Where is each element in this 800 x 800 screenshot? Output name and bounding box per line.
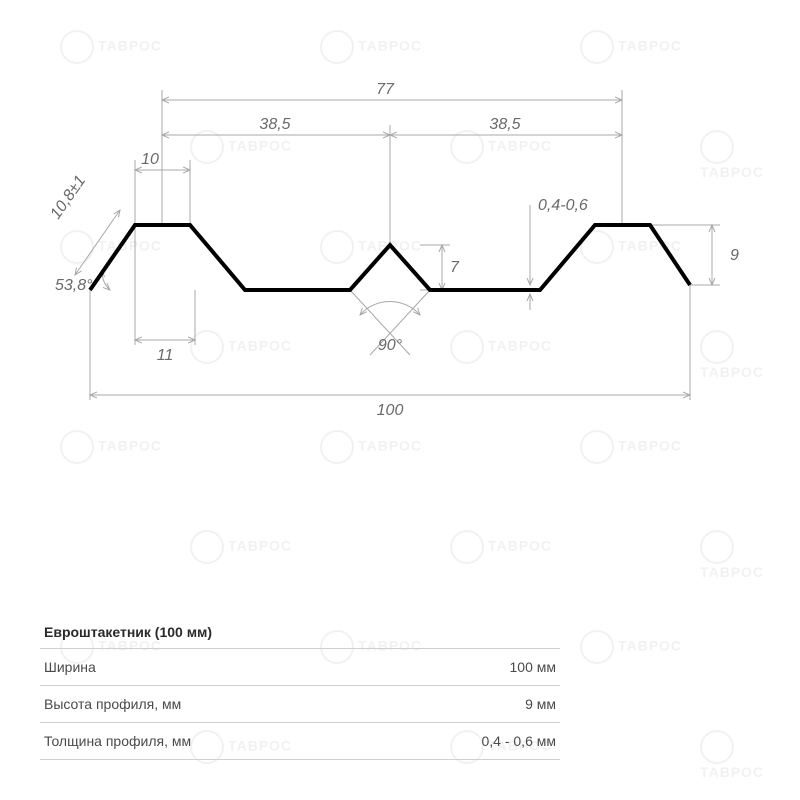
profile-diagram: 77 38,5 38,5 10 100 11 9 7 0,4-0,6 10,8±… [50, 50, 750, 450]
spec-row: Толщина профиля, мм 0,4 - 0,6 мм [40, 723, 560, 760]
dim-half-right: 38,5 [489, 116, 520, 133]
spec-value: 0,4 - 0,6 мм [481, 733, 556, 749]
spec-value: 100 мм [510, 659, 557, 675]
dim-thickness: 0,4-0,6 [538, 197, 588, 214]
spec-value: 9 мм [525, 696, 556, 712]
dim-edge-angle: 53,8° [55, 277, 93, 294]
spec-title: Евроштакетник (100 мм) [40, 616, 560, 649]
spec-row: Ширина 100 мм [40, 649, 560, 686]
watermark: ТАВРОС [580, 630, 682, 664]
dim-flat-top: 10 [141, 151, 159, 168]
dim-height: 9 [730, 247, 739, 264]
dim-half-left: 38,5 [259, 116, 290, 133]
watermark: ТАВРОС [700, 530, 800, 580]
dim-edge-len: 10,8±1 [50, 173, 89, 223]
watermark: ТАВРОС [700, 730, 800, 780]
spec-row: Высота профиля, мм 9 мм [40, 686, 560, 723]
dim-overall: 100 [377, 402, 404, 419]
dim-center-angle: 90° [378, 337, 403, 354]
dim-top-span: 77 [376, 81, 395, 98]
spec-label: Толщина профиля, мм [44, 733, 191, 749]
dim-center-h: 7 [450, 259, 460, 276]
spec-table: Евроштакетник (100 мм) Ширина 100 мм Выс… [40, 616, 560, 760]
spec-label: Высота профиля, мм [44, 696, 181, 712]
spec-label: Ширина [44, 659, 96, 675]
watermark: ТАВРОС [190, 530, 292, 564]
dim-bottom-offset: 11 [157, 347, 174, 364]
watermark: ТАВРОС [450, 530, 552, 564]
